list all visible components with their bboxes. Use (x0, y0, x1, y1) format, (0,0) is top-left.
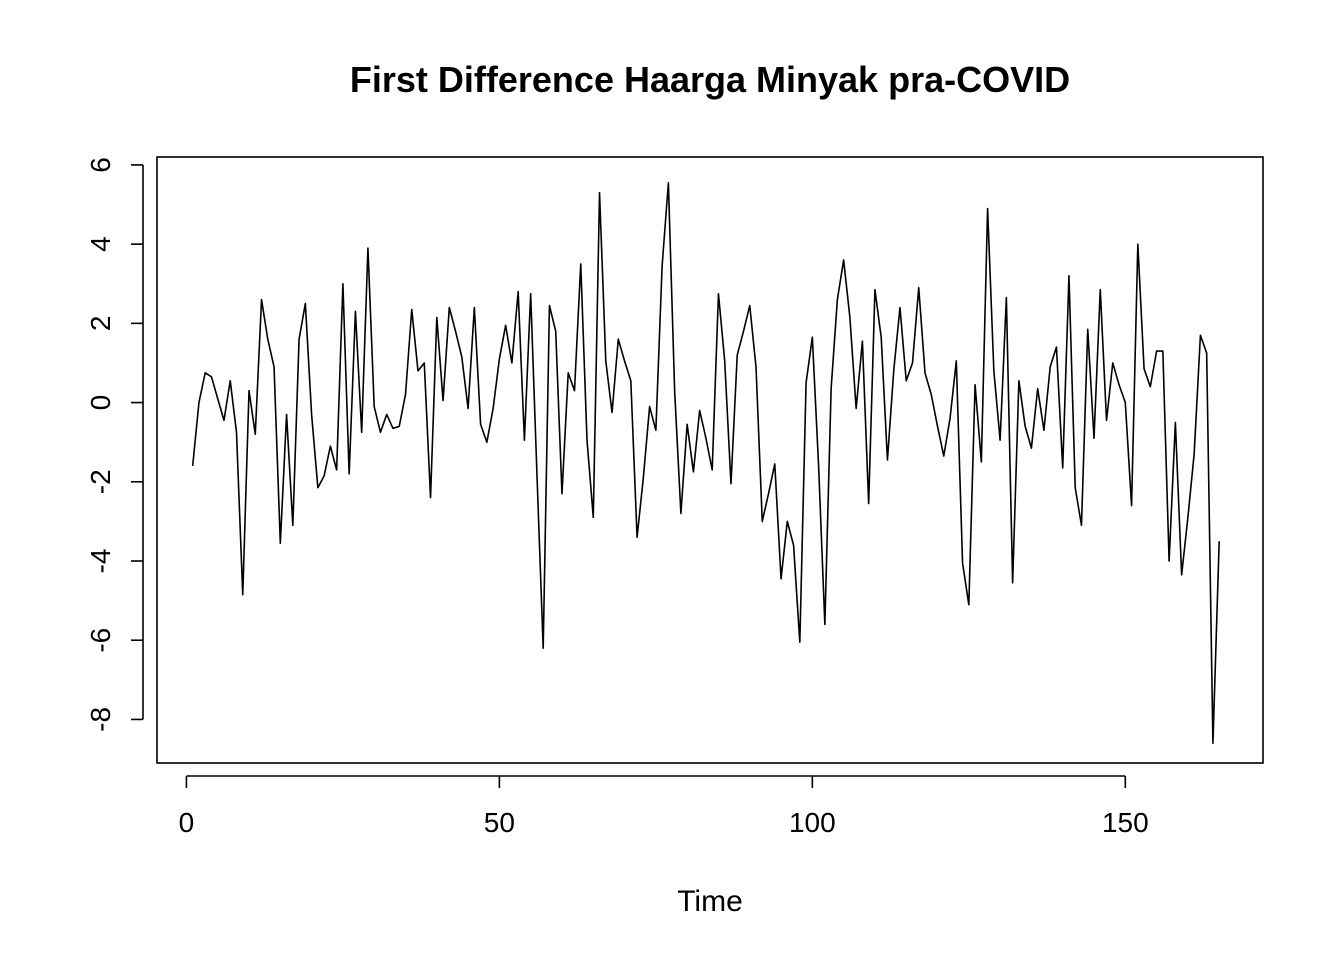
y-tick-label: 2 (85, 316, 116, 332)
x-tick-label: 150 (1102, 807, 1149, 838)
y-tick-label: -4 (85, 549, 116, 574)
plot-frame (156, 156, 1264, 764)
x-axis: 0 50 100 150 (179, 775, 1149, 838)
y-tick-label: 4 (85, 236, 116, 252)
x-tick-label: 50 (484, 807, 515, 838)
series-line (191, 181, 1220, 744)
y-tick-label: -8 (85, 707, 116, 732)
y-tick-label: -6 (85, 628, 116, 653)
x-axis-label: Time (677, 885, 743, 918)
y-tick-label: -2 (85, 469, 116, 494)
chart-title: First Difference Haarga Minyak pra-COVID (350, 59, 1070, 100)
x-tick-label: 0 (179, 807, 195, 838)
y-tick-label: 0 (85, 395, 116, 411)
x-tick-label: 100 (789, 807, 836, 838)
y-tick-label: 6 (85, 157, 116, 173)
y-axis: 6 4 2 0 -2 -4 -6 -8 (85, 157, 144, 732)
